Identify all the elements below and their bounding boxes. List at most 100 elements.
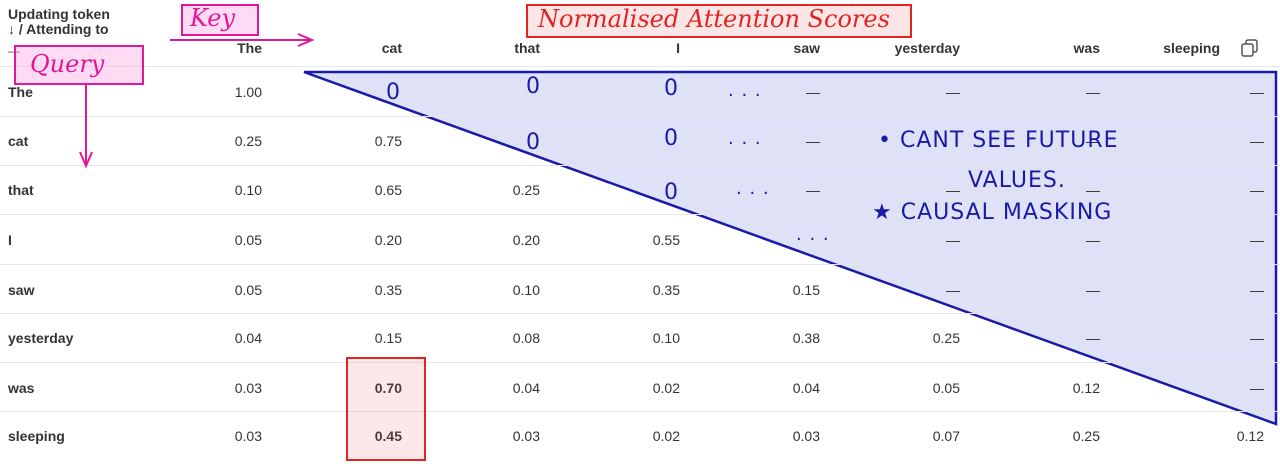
table-cell: 1.00 xyxy=(234,84,262,100)
table-cell: 0.65 xyxy=(374,182,402,198)
ellipsis-mark: . . . xyxy=(796,224,830,245)
table-cell: 0.25 xyxy=(1072,428,1100,444)
zero-mark: 0 xyxy=(526,74,541,99)
col-header-i: I xyxy=(676,40,680,56)
table-cell: 0.04 xyxy=(512,380,540,396)
table-cell: 0.35 xyxy=(652,282,680,298)
table-cell: — xyxy=(946,282,960,298)
copy-icon[interactable] xyxy=(1240,38,1260,58)
table-cell: 0.02 xyxy=(652,380,680,396)
table-cell: — xyxy=(946,84,960,100)
query-arrow-head xyxy=(79,151,93,169)
zero-mark: 0 xyxy=(526,130,541,155)
row-divider xyxy=(0,214,1280,215)
table-cell: 0.03 xyxy=(512,428,540,444)
table-cell: 0.10 xyxy=(652,330,680,346)
table-cell: — xyxy=(1086,282,1100,298)
col-header-saw: saw xyxy=(793,40,820,56)
ellipsis-mark: . . . xyxy=(728,80,762,101)
table-cell: 0.15 xyxy=(792,282,820,298)
row-divider xyxy=(0,165,1280,166)
table-cell: 0.35 xyxy=(374,282,402,298)
table-cell: — xyxy=(806,133,820,149)
row-header-the: The xyxy=(8,84,33,100)
table-cell: — xyxy=(1086,232,1100,248)
table-cell: 0.10 xyxy=(512,282,540,298)
table-cell: 0.05 xyxy=(234,232,262,248)
table-cell: 0.10 xyxy=(234,182,262,198)
table-cell: 0.15 xyxy=(374,330,402,346)
query-label-box xyxy=(14,45,144,85)
zero-mark: 0 xyxy=(664,126,679,151)
table-cell: 0.25 xyxy=(234,133,262,149)
row-header-i: I xyxy=(8,232,12,248)
corner-line-2: ↓ / Attending to xyxy=(8,21,109,37)
row-header-sleeping: sleeping xyxy=(8,428,65,444)
table-cell: 0.03 xyxy=(792,428,820,444)
row-divider xyxy=(0,313,1280,314)
key-label-box xyxy=(181,4,259,36)
table-cell: — xyxy=(806,84,820,100)
zero-mark: 0 xyxy=(664,180,679,205)
corner-line-1: Updating token xyxy=(8,6,110,22)
table-cell: 0.07 xyxy=(932,428,960,444)
col-header-cat: cat xyxy=(381,40,402,56)
col-header-that: that xyxy=(514,40,540,56)
table-cell: 0.70 xyxy=(374,380,402,396)
col-header-yesterday: yesterday xyxy=(894,40,960,56)
table-cell: 0.03 xyxy=(234,428,262,444)
table-cell: 0.04 xyxy=(234,330,262,346)
table-cell: 0.12 xyxy=(1236,428,1264,444)
zero-mark: 0 xyxy=(664,76,679,101)
table-cell: — xyxy=(946,232,960,248)
table-cell: 0.20 xyxy=(374,232,402,248)
table-cell: 0.20 xyxy=(512,232,540,248)
query-label: Query xyxy=(30,50,105,78)
row-header-yesterday: yesterday xyxy=(8,330,74,346)
corner-header: Updating token ↓ / Attending to xyxy=(8,7,110,37)
table-cell: — xyxy=(1250,330,1264,346)
table-cell: 0.05 xyxy=(932,380,960,396)
row-header-was: was xyxy=(8,380,35,396)
ellipsis-mark: . . . xyxy=(736,178,770,199)
table-cell: 0.25 xyxy=(932,330,960,346)
row-header-that: that xyxy=(8,182,34,198)
table-cell: 0.12 xyxy=(1072,380,1100,396)
table-cell: — xyxy=(1250,232,1264,248)
table-cell: — xyxy=(1086,330,1100,346)
col-header-the: The xyxy=(237,40,262,56)
table-cell: — xyxy=(1086,133,1100,149)
table-cell: — xyxy=(946,182,960,198)
table-cell: — xyxy=(1250,380,1264,396)
title-label: Normalised Attention Scores xyxy=(538,5,890,33)
table-cell: 0.38 xyxy=(792,330,820,346)
table-cell: — xyxy=(806,182,820,198)
note-line-3: ★ CAUSAL MASKING xyxy=(872,200,1113,225)
table-cell: 0.04 xyxy=(792,380,820,396)
row-divider xyxy=(0,362,1280,363)
zero-mark: 0 xyxy=(386,80,401,105)
table-cell: — xyxy=(1250,282,1264,298)
row-divider xyxy=(0,411,1280,412)
table-cell: — xyxy=(1086,84,1100,100)
row-divider xyxy=(0,116,1280,117)
ellipsis-mark: . . . xyxy=(728,128,762,149)
note-line-2: VALUES. xyxy=(968,168,1066,193)
table-cell: 0.55 xyxy=(652,232,680,248)
table-cell: 0.75 xyxy=(374,133,402,149)
table-cell: — xyxy=(1250,182,1264,198)
col-header-sleeping: sleeping xyxy=(1163,40,1220,56)
key-arrow-head xyxy=(297,33,315,47)
table-cell: 0.25 xyxy=(512,182,540,198)
title-label-box xyxy=(526,4,912,38)
row-header-saw: saw xyxy=(8,282,35,298)
col-header-was: was xyxy=(1073,40,1100,56)
table-cell: — xyxy=(1086,182,1100,198)
table-cell: 0.03 xyxy=(234,380,262,396)
table-cell: 0.45 xyxy=(374,428,402,444)
note-line-1: • CANT SEE FUTURE xyxy=(878,128,1119,153)
key-label: Key xyxy=(190,4,236,32)
row-divider xyxy=(0,264,1280,265)
table-cell: — xyxy=(1250,84,1264,100)
table-cell: 0.02 xyxy=(652,428,680,444)
